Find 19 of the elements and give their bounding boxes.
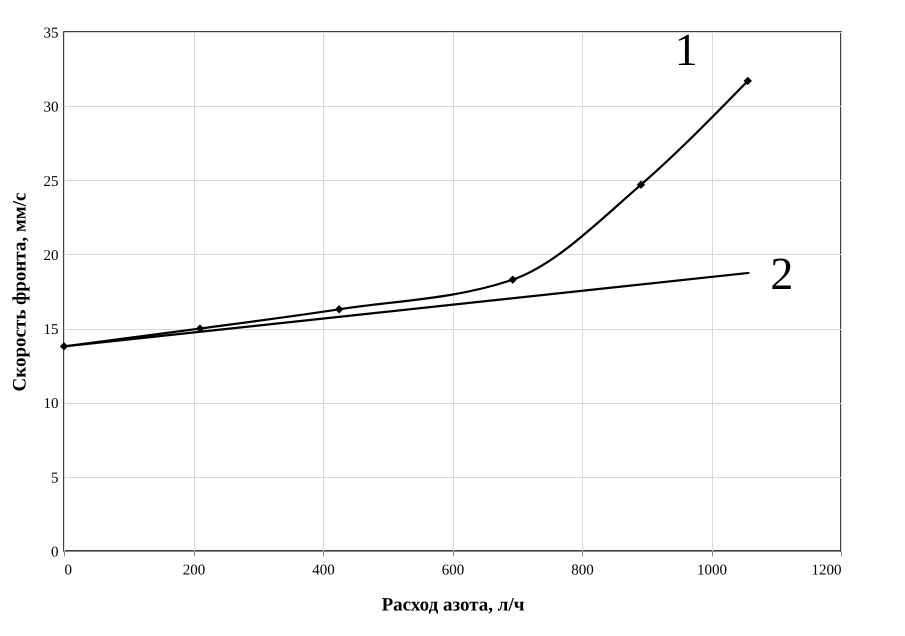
y-tick-label: 35 bbox=[44, 26, 58, 42]
x-tick-label: 400 bbox=[312, 562, 335, 578]
x-tick-label: 1000 bbox=[697, 562, 727, 578]
series-label: 2 bbox=[770, 248, 794, 299]
x-tick-label: 200 bbox=[182, 562, 206, 578]
x-tick-label: 1200 bbox=[812, 562, 842, 578]
y-tick-label: 15 bbox=[44, 322, 58, 338]
x-axis-title: Расход азота, л/ч bbox=[382, 594, 525, 616]
y-tick-label: 30 bbox=[44, 100, 58, 116]
y-tick-label: 10 bbox=[44, 396, 58, 412]
y-axis-title: Скорость фронта, мм/с bbox=[10, 192, 30, 392]
x-tick-label: 0 bbox=[64, 562, 72, 578]
y-tick-label: 0 bbox=[51, 544, 58, 560]
y-tick-label: 20 bbox=[44, 248, 58, 264]
x-tick-label: 600 bbox=[442, 562, 464, 578]
y-tick-label: 5 bbox=[51, 470, 58, 486]
x-tick-label: 800 bbox=[571, 562, 594, 578]
y-tick-label: 25 bbox=[44, 174, 58, 190]
series-label: 1 bbox=[674, 24, 698, 75]
